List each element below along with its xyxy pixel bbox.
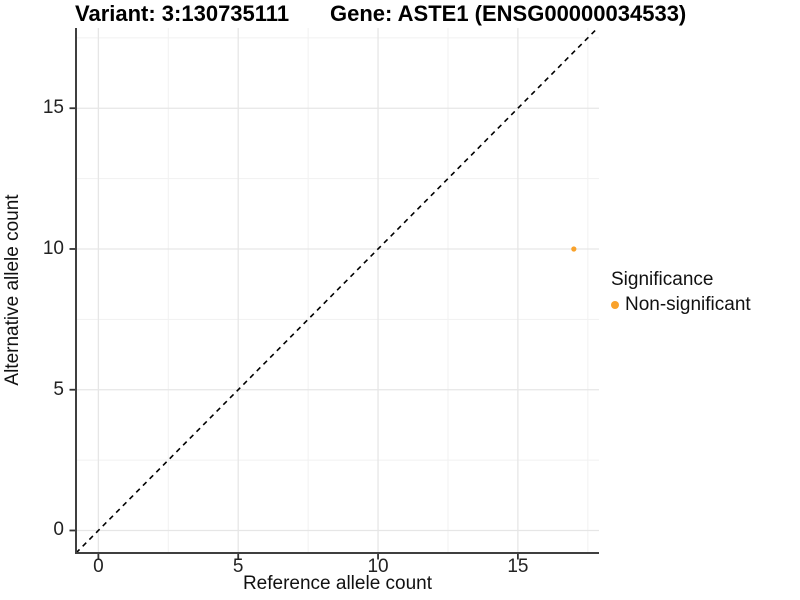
y-axis-title: Alternative allele count [2, 194, 23, 386]
legend-item: Non-significant [611, 294, 751, 316]
identity-dashed-line [75, 27, 599, 554]
x-tick-label: 5 [232, 556, 244, 577]
x-tick-label: 0 [93, 556, 104, 577]
legend-item-label: Non-significant [625, 294, 751, 315]
gene-title: Gene: ASTE1 (ENSG00000034533) [330, 1, 687, 26]
legend-title: Significance [611, 269, 714, 290]
x-axis-title: Reference allele count [242, 573, 433, 594]
y-tick-label: 15 [42, 97, 64, 119]
legend: Significance Non-significant [611, 268, 751, 316]
y-tick-label: 5 [53, 378, 64, 400]
legend-items: Non-significant [611, 294, 751, 316]
legend-point-icon [611, 301, 619, 309]
y-tick-label: 10 [42, 237, 64, 259]
variant-title: Variant: 3:130735111 [75, 1, 290, 26]
x-tick-label: 15 [507, 556, 529, 577]
data-point [571, 246, 577, 252]
x-tick-label: 10 [367, 556, 389, 577]
y-tick-label: 0 [53, 519, 64, 541]
